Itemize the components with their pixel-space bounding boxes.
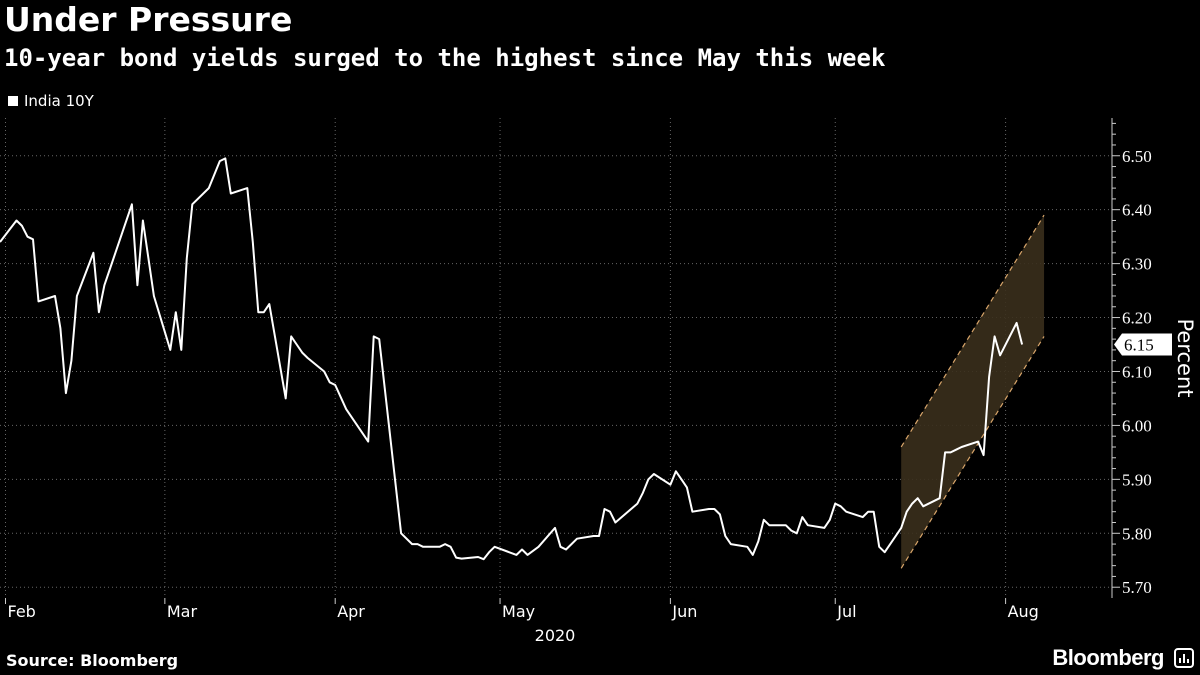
- bloomberg-logo: Bloomberg: [1052, 645, 1164, 670]
- y-tick-label: 6.50: [1122, 147, 1152, 166]
- chart-subtitle: 10-year bond yields surged to the highes…: [4, 44, 886, 72]
- source-note: Source: Bloomberg: [6, 651, 179, 670]
- y-tick-label: 6.00: [1122, 416, 1152, 435]
- x-tick-label: Jun: [671, 602, 697, 621]
- trend-channel-lower-bound: [900, 336, 1045, 569]
- y-tick-label: 5.70: [1122, 578, 1152, 597]
- x-tick-label: Jul: [836, 602, 856, 621]
- y-tick-label: 5.90: [1122, 470, 1152, 489]
- y-tick-label: 6.20: [1122, 309, 1152, 328]
- series-line-india-10y: [0, 157, 1024, 561]
- legend-label: India 10Y: [24, 92, 94, 110]
- trend-channel: [901, 215, 1045, 569]
- y-tick-label: 6.40: [1122, 201, 1152, 220]
- y-tick-label: 6.10: [1122, 362, 1152, 381]
- last-value-flag: 6.15: [1114, 333, 1172, 356]
- y-axis-title: Percent: [1173, 318, 1197, 397]
- y-tick-label: 6.30: [1122, 255, 1152, 274]
- x-tick-label: Mar: [167, 602, 198, 621]
- x-tick-label: May: [502, 602, 535, 621]
- legend-swatch: [8, 96, 18, 106]
- legend: India 10Y: [8, 92, 94, 110]
- x-tick-label: Aug: [1008, 602, 1039, 621]
- y-tick-label: 5.80: [1122, 524, 1152, 543]
- x-axis-year-label: 2020: [535, 626, 576, 645]
- last-value-flag-shape: [1114, 333, 1172, 356]
- chart-title: Under Pressure: [4, 0, 293, 39]
- trend-channel-upper-bound: [900, 214, 1045, 448]
- last-value-label: 6.15: [1124, 336, 1154, 355]
- bloomberg-terminal-icon: [1174, 648, 1194, 668]
- x-tick-label: Apr: [337, 602, 365, 621]
- x-tick-label: Feb: [7, 602, 35, 621]
